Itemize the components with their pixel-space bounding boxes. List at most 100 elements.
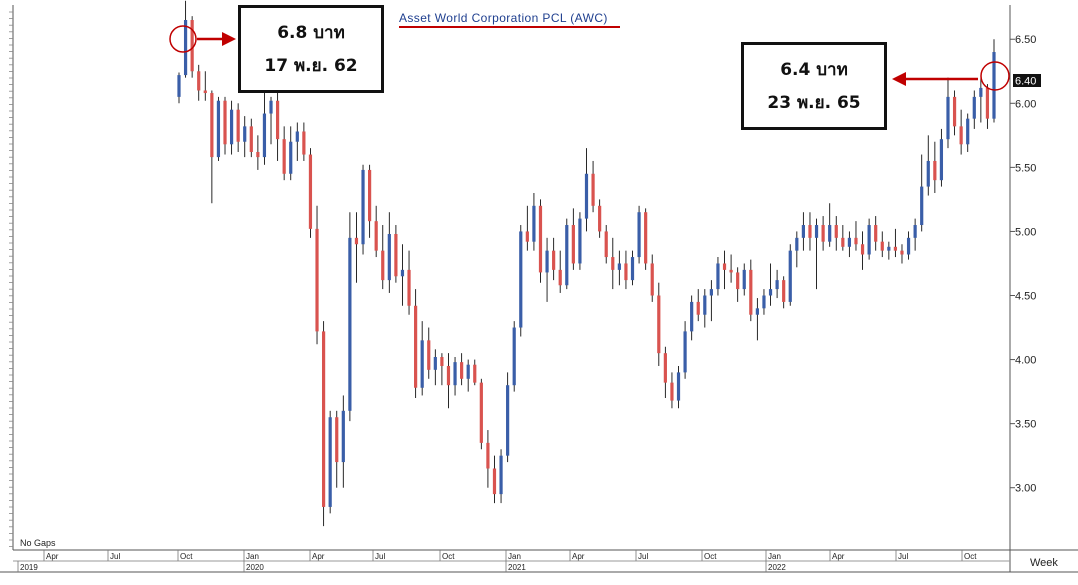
candle-body-down [315, 228, 319, 332]
candle [460, 353, 464, 386]
month-tick-label: Oct [180, 552, 193, 561]
year-tick-label: 2020 [246, 563, 264, 572]
candle-body-up [926, 160, 930, 187]
candle [782, 276, 786, 309]
month-tick-label: Jul [898, 552, 908, 561]
candle [243, 116, 247, 158]
candle [335, 410, 339, 488]
candle [880, 231, 884, 258]
candle [874, 216, 878, 251]
candle [269, 96, 273, 145]
candle-body-up [262, 113, 267, 158]
candle [696, 289, 700, 322]
candle [683, 321, 687, 379]
candle [736, 267, 740, 302]
candle-body-up [703, 295, 707, 315]
y-tick-label: 3.50 [1015, 419, 1036, 431]
candle-body-up [341, 410, 345, 463]
candle [979, 77, 983, 123]
candle [906, 231, 911, 260]
candle [354, 212, 359, 283]
candle-body-up [847, 237, 852, 247]
candle [749, 259, 753, 322]
candle [446, 353, 451, 409]
candle-body-down [256, 151, 260, 158]
latest-price-callout: 6.4 บาท 23 พ.ย. 65 [741, 42, 887, 130]
month-tick-label: Apr [312, 552, 325, 561]
candle [624, 250, 628, 290]
candle [190, 16, 194, 78]
candle [834, 216, 838, 251]
candle-body-down [302, 131, 306, 155]
candle-body-down [598, 205, 602, 232]
high-circle-marker [169, 25, 197, 53]
candle-body-up [709, 289, 713, 296]
candle [584, 148, 589, 232]
high-price-callout: 6.8 บาท 17 พ.ย. 62 [238, 5, 384, 93]
candle [400, 244, 405, 306]
candle-body-down [749, 269, 753, 315]
candle [532, 192, 536, 251]
month-tick-label: Oct [964, 552, 977, 561]
candle-body-down [611, 257, 615, 270]
candle [545, 237, 549, 302]
x-axis: Apr Jul Oct Jan Apr Jul Oct Jan Apr Jul Oct Jan Apr J… [17, 550, 977, 572]
candle [381, 225, 385, 290]
left-axis-ticks [9, 11, 13, 547]
month-tick-label: Oct [704, 552, 717, 561]
candle [939, 128, 944, 187]
candle-body-up [966, 118, 970, 145]
candle-body-up [499, 455, 503, 495]
candle [966, 113, 970, 152]
candle [946, 77, 950, 149]
candle [328, 410, 332, 514]
month-tick-label: Jul [638, 552, 648, 561]
candle [433, 349, 437, 386]
candle-body-up [328, 417, 332, 507]
candle-body-up [584, 173, 589, 219]
high-price-label: 6.8 บาท [277, 23, 345, 43]
candle-body-up [532, 205, 536, 242]
candle-body-down [427, 340, 431, 370]
candle-body-down [644, 212, 648, 264]
candle [177, 72, 181, 104]
candle [933, 141, 937, 193]
candle-body-down [880, 241, 884, 251]
candle-body-down [959, 126, 963, 145]
candle-body-down [492, 468, 497, 495]
candle [972, 90, 976, 129]
candle-body-down [985, 87, 990, 119]
candle-body-up [867, 225, 871, 255]
candle-body-down [440, 357, 444, 366]
candle [479, 378, 483, 450]
y-axis: 3.00 3.50 4.00 4.50 5.00 5.50 6.00 6.50 [1010, 34, 1036, 495]
candle-body-up [972, 96, 976, 119]
candle [256, 135, 260, 170]
candle [985, 84, 990, 129]
candle-body-down [900, 250, 904, 255]
latest-date-label: 23 พ.ย. 65 [767, 93, 861, 113]
candle-body-down [736, 272, 740, 290]
candle-body-up [801, 225, 805, 238]
candle [407, 250, 411, 315]
candle-body-up [453, 362, 457, 386]
candle [348, 212, 352, 422]
candle-body-up [289, 141, 293, 174]
candle-body-down [381, 250, 385, 281]
candle [197, 64, 201, 101]
candle-body-up [400, 269, 405, 277]
latest-price-label: 6.4 บาท [780, 60, 848, 80]
candle [709, 280, 713, 322]
y-tick-label: 5.50 [1015, 162, 1036, 174]
candle-body-down [210, 93, 214, 158]
candle-body-down [538, 205, 543, 273]
month-tick-label: Jul [110, 552, 120, 561]
candle [992, 39, 996, 123]
candle [466, 359, 470, 392]
candle-body-down [552, 250, 556, 270]
candle-body-up [216, 100, 221, 158]
candle-body-down [414, 305, 418, 388]
candle [473, 359, 477, 386]
high-date-label: 17 พ.ย. 62 [264, 56, 358, 76]
candle-body-down [223, 100, 227, 145]
